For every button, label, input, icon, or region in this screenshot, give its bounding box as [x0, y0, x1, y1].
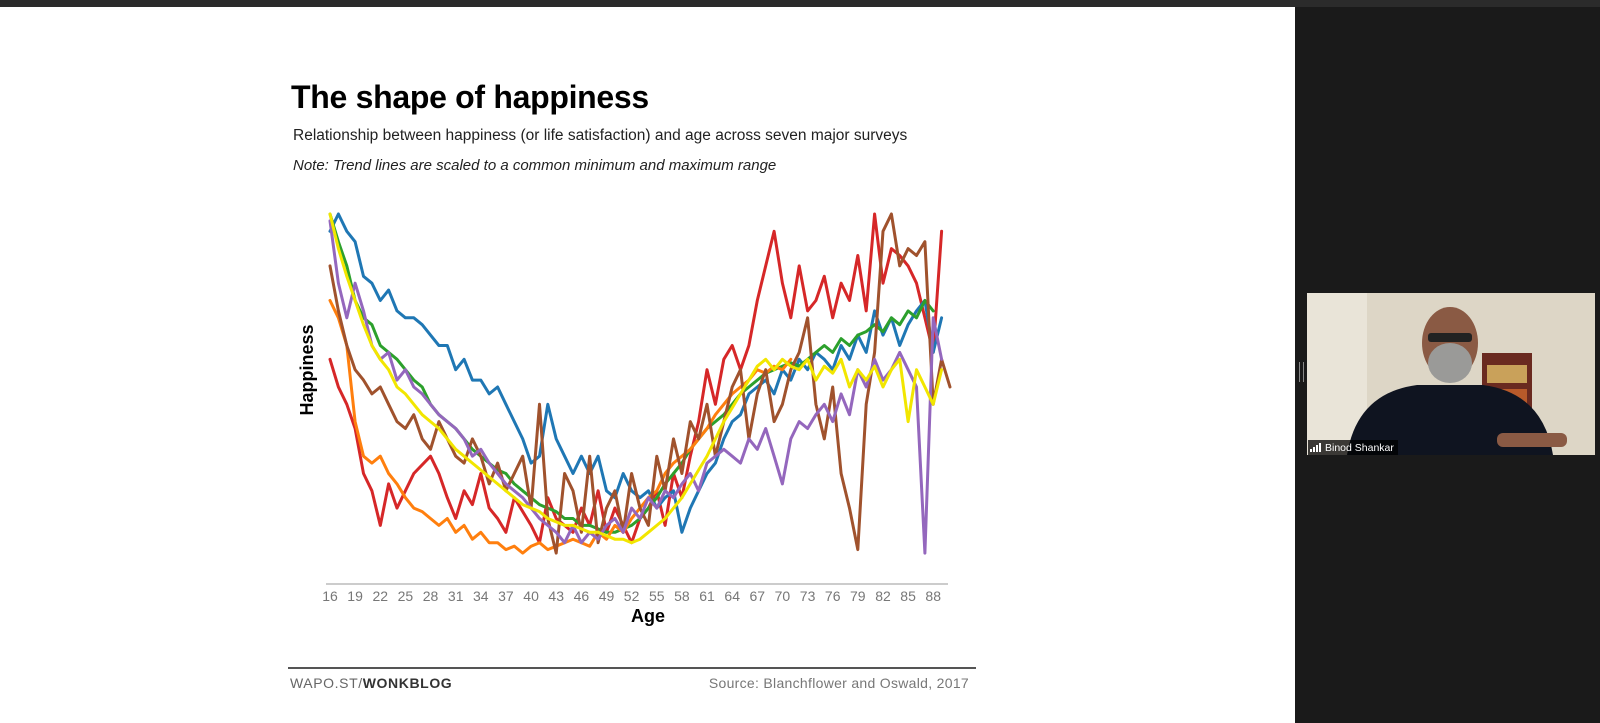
x-tick-label: 22: [373, 588, 389, 604]
chart-subtitle: Relationship between happiness (or life …: [293, 127, 908, 144]
x-tick-label: 85: [900, 588, 916, 604]
x-tick-label: 43: [548, 588, 564, 604]
x-tick-layer: 16 19 22 25 28 31 34 37 40 43 46 49 52 55 58 61 64 67 70 73…: [322, 588, 941, 604]
x-tick-label: 52: [624, 588, 640, 604]
x-tick-label: 79: [850, 588, 866, 604]
x-tick-label: 67: [750, 588, 766, 604]
x-tick-label: 58: [674, 588, 690, 604]
x-tick-label: 55: [649, 588, 665, 604]
series-layer: [328, 212, 952, 555]
x-tick-label: 16: [322, 588, 338, 604]
participant-video-feed: [1307, 293, 1595, 455]
participant-video-tile[interactable]: [1307, 293, 1595, 455]
credit-prefix: WAPO.ST/: [290, 675, 363, 691]
x-tick-label: 64: [724, 588, 740, 604]
x-tick-label: 73: [800, 588, 816, 604]
x-tick-label: 88: [925, 588, 941, 604]
x-tick-label: 28: [423, 588, 439, 604]
series-line-4: [328, 299, 793, 555]
chart-note: Note: Trend lines are scaled to a common…: [293, 157, 777, 174]
x-axis-label: Age: [631, 606, 665, 626]
top-bar: [0, 0, 1600, 7]
x-tick-label: 25: [398, 588, 414, 604]
x-tick-label: 61: [699, 588, 715, 604]
credit-brand: WONKBLOG: [362, 675, 453, 691]
series-line-7: [328, 212, 944, 545]
signal-strength-icon: [1310, 443, 1321, 452]
x-tick-label: 19: [347, 588, 363, 604]
happiness-line-chart: 16 19 22 25 28 31 34 37 40 43 46 49 52 55 58 61 64 67 70 73…: [297, 212, 952, 626]
x-tick-label: 49: [599, 588, 615, 604]
series-line-6: [328, 219, 944, 555]
participant-name: Binod Shankar: [1325, 441, 1394, 454]
participant-name-label: Binod Shankar: [1308, 440, 1398, 455]
x-tick-label: 46: [574, 588, 590, 604]
source-line: Source: Blanchflower and Oswald, 2017: [708, 675, 969, 691]
x-tick-label: 76: [825, 588, 841, 604]
shared-slide: The shape of happiness Relationship betw…: [0, 7, 1295, 723]
x-tick-label: 82: [875, 588, 891, 604]
panel-resize-handle[interactable]: [1299, 362, 1304, 382]
x-tick-label: 70: [775, 588, 791, 604]
x-tick-label: 34: [473, 588, 489, 604]
chart-title: The shape of happiness: [291, 79, 649, 115]
y-axis-label: Happiness: [297, 324, 317, 415]
x-tick-label: 37: [498, 588, 514, 604]
credit-line: WAPO.ST/WONKBLOG: [290, 675, 452, 691]
x-tick-label: 31: [448, 588, 464, 604]
footer-rule: [288, 667, 976, 669]
series-line-5: [328, 212, 952, 555]
x-tick-label: 40: [523, 588, 539, 604]
